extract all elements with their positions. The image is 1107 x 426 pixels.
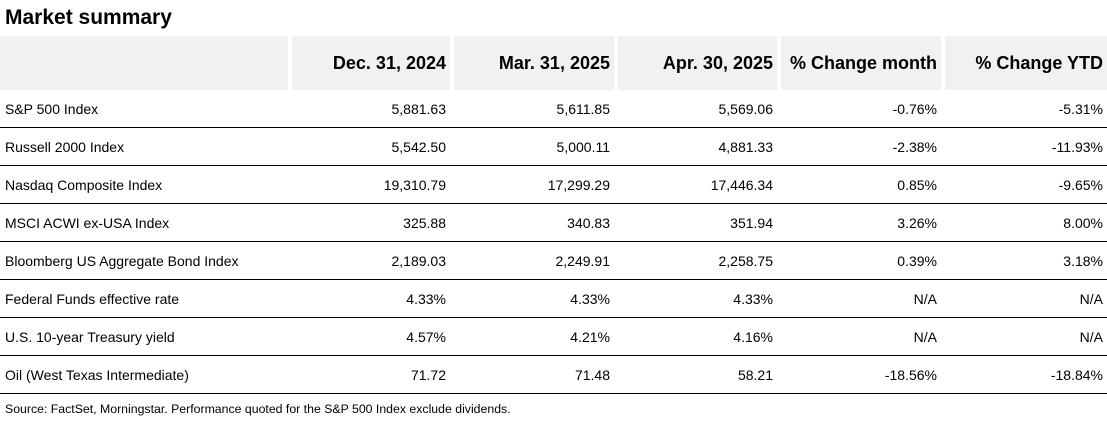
cell-value: 5,542.50 — [391, 138, 447, 155]
cell-value: 4.16% — [733, 328, 773, 345]
column-header-pct-change-month: % Change month — [777, 36, 941, 90]
cell-value: 5,881.63 — [391, 100, 447, 117]
cell-value: 19,310.79 — [383, 176, 446, 193]
cell-value: -9.65% — [1058, 176, 1103, 193]
column-header-apr-30-2025: Apr. 30, 2025 — [614, 36, 777, 90]
cell-value: -5.31% — [1058, 100, 1103, 117]
cell-value: 0.85% — [897, 176, 937, 193]
table-row-nasdaq-composite: Nasdaq Composite Index 19,310.79 17,299.… — [0, 166, 1107, 204]
row-label: Federal Funds effective rate — [5, 290, 180, 307]
header-corner-cell — [0, 36, 288, 90]
cell-value: N/A — [1079, 328, 1103, 345]
cell-value: 2,189.03 — [391, 252, 447, 269]
cell-value: -18.56% — [884, 366, 937, 383]
cell-value: 8.00% — [1063, 214, 1103, 231]
page-title: Market summary — [5, 6, 172, 29]
cell-value: N/A — [1079, 290, 1103, 307]
cell-value: -11.93% — [1051, 138, 1103, 155]
cell-value: 351.94 — [730, 214, 773, 231]
cell-value: 5,000.11 — [556, 138, 610, 155]
cell-value: -0.76% — [892, 100, 937, 117]
table-row-oil-wti: Oil (West Texas Intermediate) 71.72 71.4… — [0, 356, 1107, 394]
market-summary-table: Dec. 31, 2024 Mar. 31, 2025 Apr. 30, 202… — [0, 36, 1107, 394]
cell-value: 4.33% — [570, 290, 610, 307]
cell-value: 340.83 — [567, 214, 610, 231]
cell-value: -18.84% — [1050, 366, 1103, 383]
row-label: MSCI ACWI ex-USA Index — [5, 214, 170, 231]
table-row-bloomberg-us-aggregate-bond: Bloomberg US Aggregate Bond Index 2,189.… — [0, 242, 1107, 280]
cell-value: 17,446.34 — [710, 176, 773, 193]
cell-value: 4,881.33 — [718, 138, 774, 155]
row-label: Bloomberg US Aggregate Bond Index — [5, 252, 239, 269]
row-label: U.S. 10-year Treasury yield — [5, 328, 175, 345]
cell-value: 17,299.29 — [547, 176, 610, 193]
row-label: Oil (West Texas Intermediate) — [5, 366, 189, 383]
column-header-mar-31-2025: Mar. 31, 2025 — [450, 36, 614, 90]
cell-value: N/A — [913, 328, 937, 345]
cell-value: 4.57% — [406, 328, 446, 345]
cell-value: 3.26% — [897, 214, 937, 231]
cell-value: 4.33% — [406, 290, 446, 307]
table-row-russell-2000: Russell 2000 Index 5,542.50 5,000.11 4,8… — [0, 128, 1107, 166]
cell-value: 58.21 — [737, 366, 773, 383]
column-header-pct-change-ytd: % Change YTD — [941, 36, 1107, 90]
table-row-federal-funds-rate: Federal Funds effective rate 4.33% 4.33%… — [0, 280, 1107, 318]
cell-value: 5,569.06 — [718, 100, 774, 117]
table-row-sp500: S&P 500 Index 5,881.63 5,611.85 5,569.06… — [0, 90, 1107, 128]
cell-value: 325.88 — [403, 214, 446, 231]
cell-value: 4.21% — [570, 328, 610, 345]
cell-value: 0.39% — [897, 252, 937, 269]
cell-value: 71.48 — [574, 366, 610, 383]
table-header-row: Dec. 31, 2024 Mar. 31, 2025 Apr. 30, 202… — [0, 36, 1107, 90]
cell-value: N/A — [913, 290, 937, 307]
cell-value: 3.18% — [1063, 252, 1103, 269]
cell-value: 5,611.85 — [556, 100, 610, 117]
cell-value: -2.38% — [892, 138, 937, 155]
column-header-dec-31-2024: Dec. 31, 2024 — [288, 36, 450, 90]
row-label: Russell 2000 Index — [5, 138, 125, 155]
cell-value: 4.33% — [733, 290, 773, 307]
row-label: S&P 500 Index — [5, 100, 99, 117]
cell-value: 2,249.91 — [555, 252, 611, 269]
table-row-msci-acwi-ex-usa: MSCI ACWI ex-USA Index 325.88 340.83 351… — [0, 204, 1107, 242]
table-row-us-10-year-treasury: U.S. 10-year Treasury yield 4.57% 4.21% … — [0, 318, 1107, 356]
source-note: Source: FactSet, Morningstar. Performanc… — [5, 402, 511, 416]
cell-value: 71.72 — [410, 366, 446, 383]
row-label: Nasdaq Composite Index — [5, 176, 163, 193]
cell-value: 2,258.75 — [718, 252, 774, 269]
